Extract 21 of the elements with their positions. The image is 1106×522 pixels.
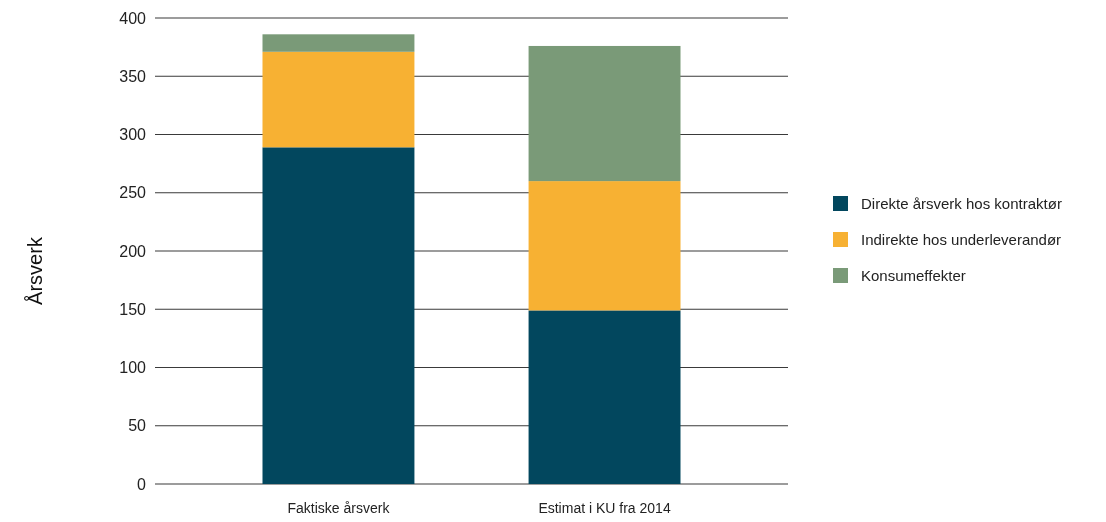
y-axis-title: Årsverk	[24, 236, 46, 305]
legend-label: Indirekte hos underleverandør	[861, 230, 1062, 248]
y-tick-label: 100	[119, 359, 147, 377]
legend-label: Konsumeffekter	[861, 266, 966, 284]
y-tick-label: 300	[119, 126, 147, 144]
bar	[262, 147, 415, 484]
y-tick-label: 400	[119, 9, 147, 27]
bar	[262, 34, 415, 52]
y-tick-label: 0	[137, 475, 147, 493]
y-tick-label: 200	[119, 242, 147, 260]
bar	[262, 51, 415, 148]
x-tick-label: Faktiske årsverk	[287, 500, 391, 516]
y-tick-label: 150	[119, 300, 147, 318]
y-tick-label: 350	[119, 67, 147, 85]
legend-label: Direkte årsverk hos kontraktør	[861, 194, 1062, 212]
y-tick-label: 250	[119, 184, 147, 202]
x-tick-label: Estimat i KU fra 2014	[538, 500, 671, 516]
y-tick-label: 50	[128, 417, 147, 435]
bar	[528, 45, 681, 182]
bar	[528, 310, 681, 484]
bar	[528, 181, 681, 311]
